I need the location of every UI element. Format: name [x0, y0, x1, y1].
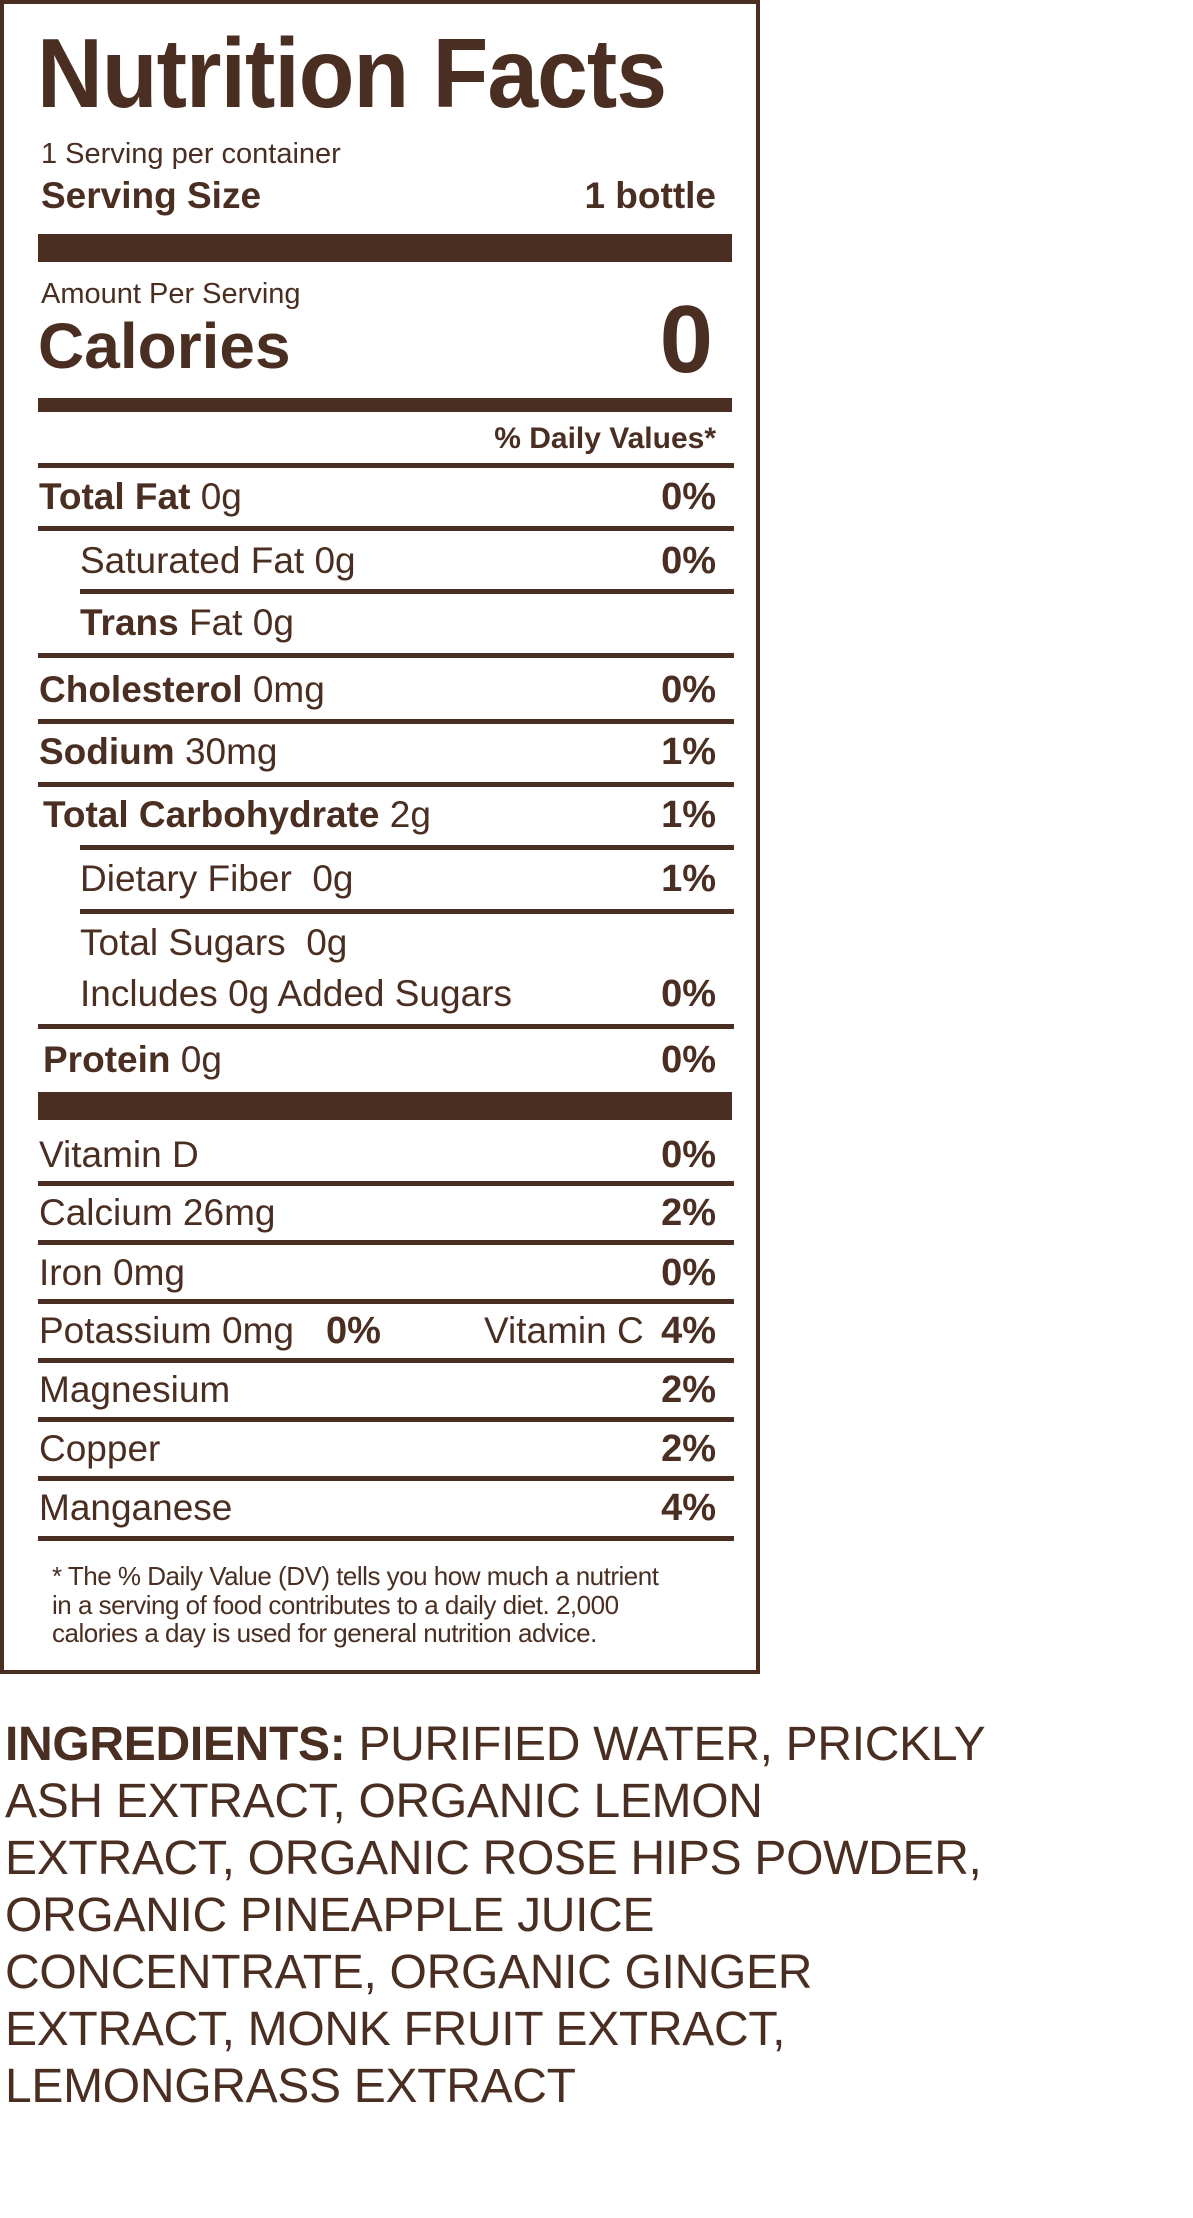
amount-per-serving: Amount Per Serving — [41, 278, 301, 310]
calcium: Calcium 26mg — [39, 1192, 276, 1233]
serving-size-label: Serving Size — [41, 175, 262, 216]
divider — [38, 1536, 734, 1541]
nutrient-trans-fat: Trans Fat 0g — [80, 602, 294, 643]
divider — [38, 526, 734, 531]
potassium-dv: 0% — [326, 1310, 381, 1352]
total-carbohydrate-dv: 1% — [661, 794, 716, 836]
nutrient-sodium: Sodium 30mg — [39, 731, 278, 772]
nutrient-added-sugars: Includes 0g Added Sugars — [80, 973, 512, 1014]
vitamin-d: Vitamin D — [39, 1134, 199, 1175]
calories-value: 0 — [659, 286, 713, 393]
sodium-dv: 1% — [661, 731, 716, 773]
nutrient-dietary-fiber: Dietary Fiber 0g — [80, 858, 354, 899]
protein-dv: 0% — [661, 1039, 716, 1081]
manganese-dv: 4% — [661, 1487, 716, 1529]
nutrient-saturated-fat: Saturated Fat 0g — [80, 540, 356, 581]
panel-title: Nutrition Facts — [37, 18, 667, 128]
copper-dv: 2% — [661, 1428, 716, 1470]
divider — [38, 1181, 734, 1186]
nutrient-total-fat: Total Fat 0g — [39, 476, 242, 517]
calories-label: Calories — [38, 310, 291, 382]
magnesium: Magnesium — [39, 1369, 231, 1410]
divider — [38, 719, 734, 724]
dietary-fiber-dv: 1% — [661, 858, 716, 900]
divider — [38, 1417, 734, 1422]
divider — [38, 1024, 734, 1029]
vitamin-c: Vitamin C — [484, 1310, 644, 1351]
potassium: Potassium 0mg — [39, 1310, 294, 1351]
divider — [38, 1358, 734, 1363]
thick-divider — [38, 234, 732, 262]
thick-divider — [38, 1092, 732, 1120]
iron-dv: 0% — [661, 1252, 716, 1294]
vitamin-c-dv: 4% — [661, 1310, 716, 1352]
ingredients-label: INGREDIENTS: — [5, 1718, 346, 1771]
divider — [38, 653, 734, 658]
divider — [38, 1299, 734, 1304]
ingredients-text: PURIFIED WATER, PRICKLY ASH EXTRACT, ORG… — [5, 1718, 985, 2113]
divider — [38, 1240, 734, 1245]
divider — [80, 845, 734, 850]
divider — [38, 463, 734, 468]
divider — [38, 1476, 734, 1481]
saturated-fat-dv: 0% — [661, 540, 716, 582]
medium-divider — [38, 398, 732, 412]
vitamin-d-dv: 0% — [661, 1134, 716, 1176]
nutrient-total-carbohydrate: Total Carbohydrate 2g — [43, 794, 431, 835]
magnesium-dv: 2% — [661, 1369, 716, 1411]
total-fat-dv: 0% — [661, 476, 716, 518]
divider — [80, 909, 734, 914]
divider — [38, 782, 734, 787]
divider — [80, 589, 734, 594]
nutrition-facts-panel: Nutrition Facts 1 Serving per container … — [0, 0, 760, 1674]
added-sugars-dv: 0% — [661, 973, 716, 1015]
cholesterol-dv: 0% — [661, 669, 716, 711]
daily-values-header: % Daily Values* — [494, 422, 716, 455]
daily-value-footnote: * The % Daily Value (DV) tells you how m… — [52, 1561, 659, 1649]
iron: Iron 0mg — [39, 1252, 186, 1293]
manganese: Manganese — [39, 1487, 233, 1528]
serving-size-value: 1 bottle — [584, 175, 716, 216]
nutrient-cholesterol: Cholesterol 0mg — [39, 669, 325, 710]
ingredients-list: INGREDIENTS: PURIFIED WATER, PRICKLY ASH… — [5, 1716, 1005, 2115]
nutrient-protein: Protein 0g — [43, 1039, 222, 1080]
copper: Copper — [39, 1428, 161, 1469]
nutrient-total-sugars: Total Sugars 0g — [80, 922, 348, 963]
calcium-dv: 2% — [661, 1192, 716, 1234]
servings-per-container: 1 Serving per container — [41, 138, 341, 170]
